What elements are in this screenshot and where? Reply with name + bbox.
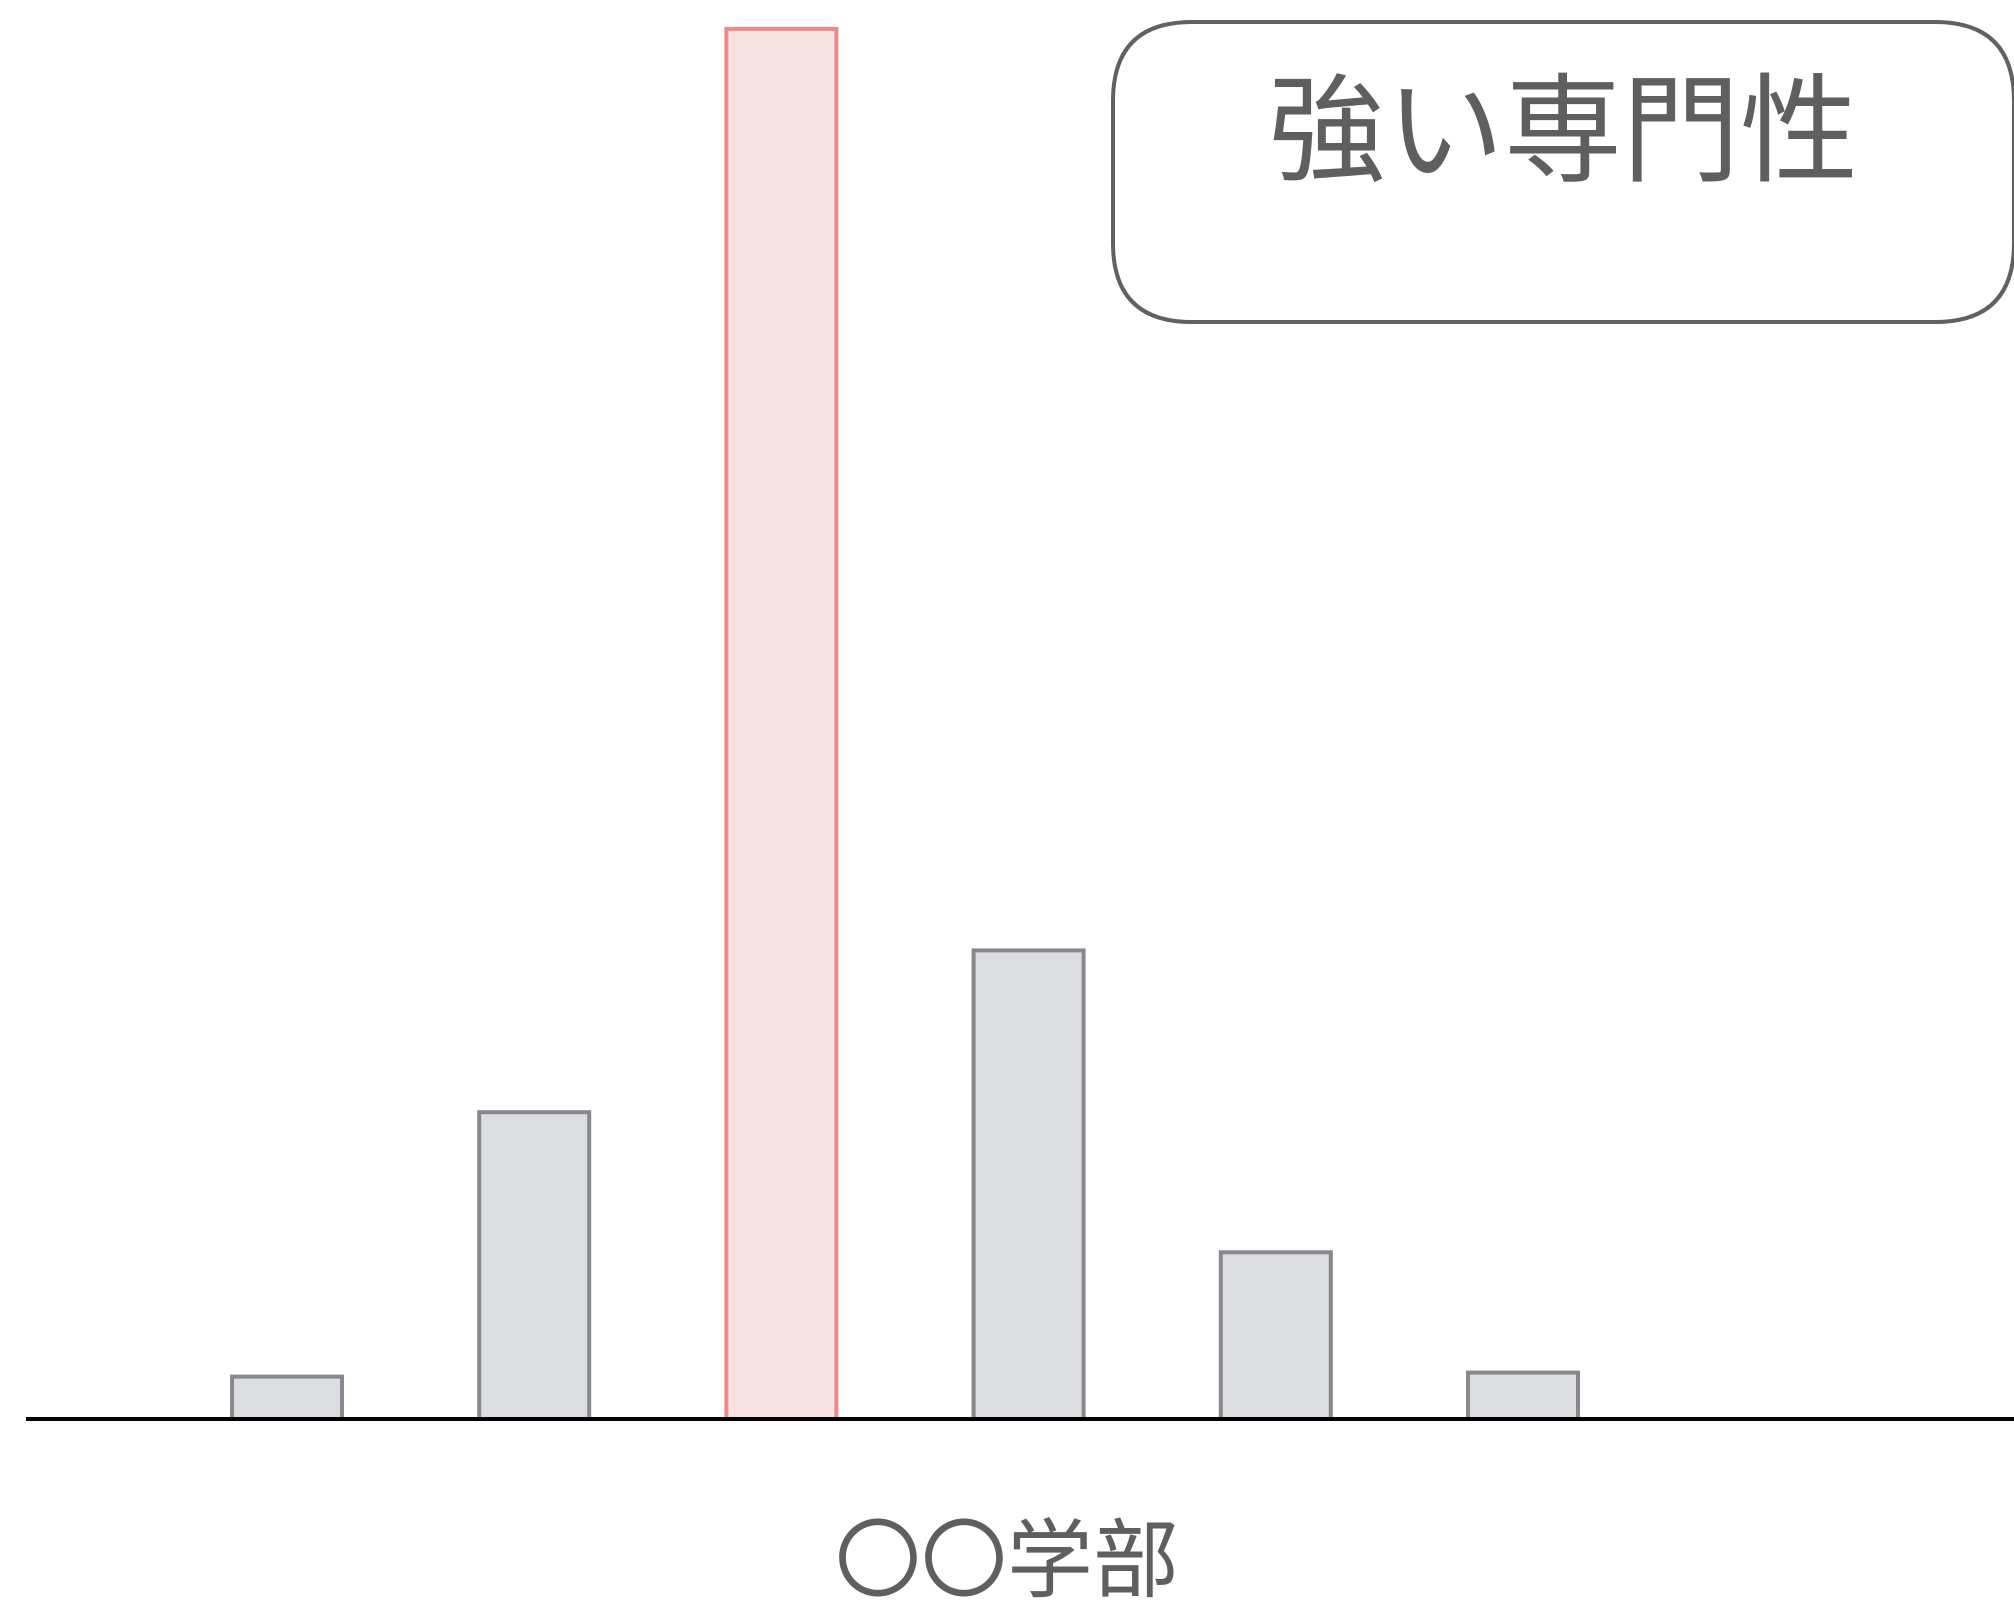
- bar-highlighted: [724, 26, 839, 1421]
- bars-group: [230, 26, 1580, 1422]
- bar: [1466, 1370, 1580, 1421]
- bar: [971, 948, 1086, 1422]
- bar: [477, 1110, 592, 1421]
- annotation-text: 強い専門性: [1268, 62, 1858, 200]
- bar: [230, 1374, 344, 1421]
- callout-box: [1111, 20, 2014, 324]
- x-axis-label: 〇〇学部: [835, 1511, 1179, 1608]
- bar: [1218, 1250, 1333, 1422]
- annotation-callout: 強い専門性: [1111, 20, 2014, 324]
